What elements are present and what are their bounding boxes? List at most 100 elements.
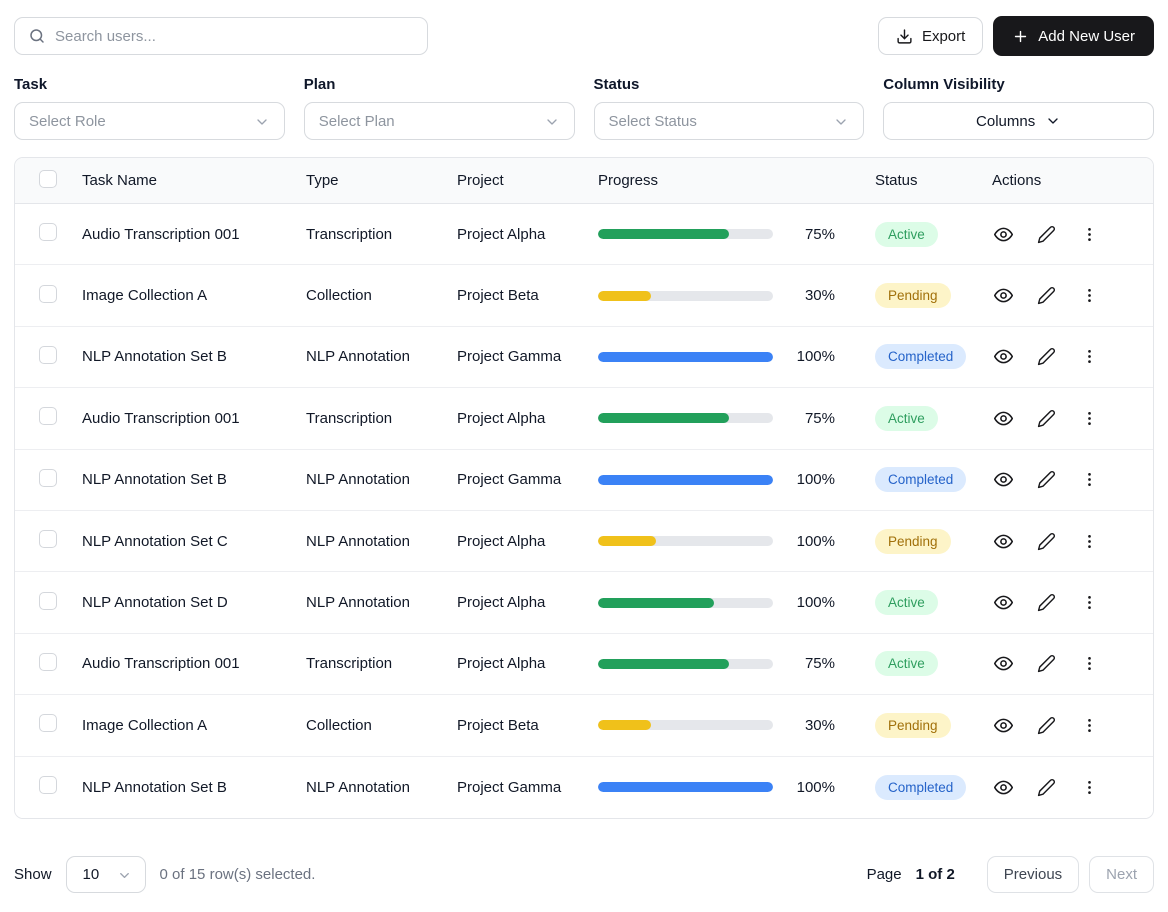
previous-page-button[interactable]: Previous xyxy=(987,856,1079,893)
view-button[interactable] xyxy=(992,714,1014,736)
progress-bar-fill xyxy=(598,413,729,423)
project-cell: Project Alpha xyxy=(457,594,598,611)
more-actions-button[interactable] xyxy=(1078,407,1100,429)
kebab-menu-icon xyxy=(1080,286,1099,305)
progress-cell: 75% xyxy=(598,655,861,672)
row-checkbox[interactable] xyxy=(39,407,57,425)
filter-task-label: Task xyxy=(14,76,285,93)
row-checkbox-cell xyxy=(15,592,82,614)
more-actions-button[interactable] xyxy=(1078,346,1100,368)
search-input[interactable] xyxy=(14,17,428,55)
view-button[interactable] xyxy=(992,469,1014,491)
filter-plan: Plan Select Plan xyxy=(304,76,575,140)
column-header-type: Type xyxy=(306,172,457,189)
view-button[interactable] xyxy=(992,776,1014,798)
add-new-user-button[interactable]: Add New User xyxy=(993,16,1154,56)
kebab-menu-icon xyxy=(1080,778,1099,797)
actions-cell xyxy=(978,346,1153,368)
row-checkbox[interactable] xyxy=(39,469,57,487)
edit-button[interactable] xyxy=(1035,592,1057,614)
row-checkbox[interactable] xyxy=(39,653,57,671)
view-button[interactable] xyxy=(992,346,1014,368)
filter-plan-label: Plan xyxy=(304,76,575,93)
table-row: NLP Annotation Set B NLP Annotation Proj… xyxy=(15,327,1153,388)
pencil-icon xyxy=(1037,409,1056,428)
edit-button[interactable] xyxy=(1035,653,1057,675)
progress-bar-fill xyxy=(598,782,773,792)
more-actions-button[interactable] xyxy=(1078,285,1100,307)
footer-left: Show 10 0 of 15 row(s) selected. xyxy=(14,856,315,893)
status-cell: Active xyxy=(861,590,978,615)
row-checkbox-cell xyxy=(15,285,82,307)
view-button[interactable] xyxy=(992,285,1014,307)
eye-icon xyxy=(993,408,1014,429)
edit-button[interactable] xyxy=(1035,407,1057,429)
row-checkbox[interactable] xyxy=(39,714,57,732)
progress-bar-fill xyxy=(598,598,714,608)
more-actions-button[interactable] xyxy=(1078,714,1100,736)
plus-icon xyxy=(1012,28,1029,45)
more-actions-button[interactable] xyxy=(1078,530,1100,552)
edit-button[interactable] xyxy=(1035,530,1057,552)
project-cell: Project Alpha xyxy=(457,226,598,243)
row-checkbox[interactable] xyxy=(39,592,57,610)
edit-button[interactable] xyxy=(1035,346,1057,368)
download-icon xyxy=(896,28,913,45)
column-visibility-label: Column Visibility xyxy=(883,76,1154,93)
plan-select[interactable]: Select Plan xyxy=(304,102,575,140)
view-button[interactable] xyxy=(992,223,1014,245)
view-button[interactable] xyxy=(992,530,1014,552)
more-actions-button[interactable] xyxy=(1078,469,1100,491)
export-button[interactable]: Export xyxy=(878,17,983,55)
edit-button[interactable] xyxy=(1035,223,1057,245)
more-actions-button[interactable] xyxy=(1078,592,1100,614)
columns-dropdown-button[interactable]: Columns xyxy=(883,102,1154,140)
pencil-icon xyxy=(1037,654,1056,673)
row-checkbox[interactable] xyxy=(39,776,57,794)
edit-button[interactable] xyxy=(1035,776,1057,798)
row-checkbox[interactable] xyxy=(39,346,57,364)
progress-bar-fill xyxy=(598,475,773,485)
row-checkbox[interactable] xyxy=(39,223,57,241)
status-select[interactable]: Select Status xyxy=(594,102,865,140)
search-field-wrap xyxy=(14,17,428,55)
status-badge: Pending xyxy=(875,529,951,554)
type-cell: Transcription xyxy=(306,410,457,427)
next-page-button[interactable]: Next xyxy=(1089,856,1154,893)
row-checkbox-cell xyxy=(15,407,82,429)
table-row: NLP Annotation Set D NLP Annotation Proj… xyxy=(15,572,1153,633)
progress-cell: 30% xyxy=(598,717,861,734)
select-all-checkbox[interactable] xyxy=(39,170,57,188)
status-badge: Pending xyxy=(875,283,951,308)
status-cell: Completed xyxy=(861,775,978,800)
type-cell: Collection xyxy=(306,287,457,304)
status-badge: Pending xyxy=(875,713,951,738)
edit-button[interactable] xyxy=(1035,285,1057,307)
row-checkbox[interactable] xyxy=(39,285,57,303)
status-badge: Completed xyxy=(875,344,966,369)
page-size-select[interactable]: 10 xyxy=(66,856,146,893)
more-actions-button[interactable] xyxy=(1078,776,1100,798)
more-actions-button[interactable] xyxy=(1078,653,1100,675)
row-checkbox-cell xyxy=(15,346,82,368)
view-button[interactable] xyxy=(992,592,1014,614)
plan-select-placeholder: Select Plan xyxy=(319,113,395,130)
more-actions-button[interactable] xyxy=(1078,223,1100,245)
status-badge: Completed xyxy=(875,467,966,492)
task-role-select[interactable]: Select Role xyxy=(14,102,285,140)
table-header-row: Task Name Type Project Progress Status A… xyxy=(15,158,1153,204)
actions-cell xyxy=(978,285,1153,307)
edit-button[interactable] xyxy=(1035,714,1057,736)
eye-icon xyxy=(993,285,1014,306)
status-cell: Active xyxy=(861,406,978,431)
progress-bar-track xyxy=(598,475,773,485)
view-button[interactable] xyxy=(992,407,1014,429)
progress-bar-fill xyxy=(598,536,656,546)
view-button[interactable] xyxy=(992,653,1014,675)
row-checkbox-cell xyxy=(15,714,82,736)
progress-percent-text: 30% xyxy=(773,717,861,734)
actions-cell xyxy=(978,592,1153,614)
edit-button[interactable] xyxy=(1035,469,1057,491)
row-checkbox[interactable] xyxy=(39,530,57,548)
actions-cell xyxy=(978,653,1153,675)
